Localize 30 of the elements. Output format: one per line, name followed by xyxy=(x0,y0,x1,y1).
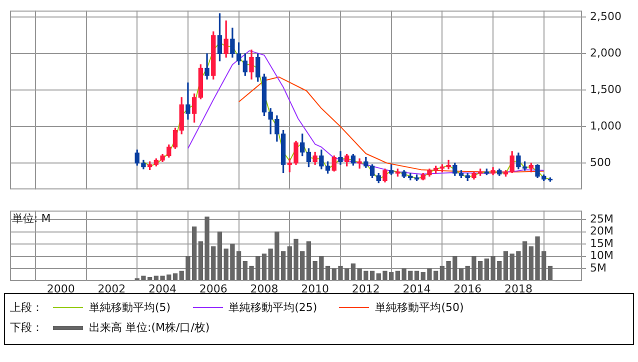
x-tick-label: 2018 xyxy=(504,282,532,296)
y-tick-label: 500 xyxy=(590,156,611,169)
bar xyxy=(503,251,508,281)
legend-title: 上段： xyxy=(10,300,43,315)
y-tick-label: 1,500 xyxy=(590,83,622,96)
y-tick-label: 2,000 xyxy=(590,46,622,60)
legend-label: 出来高 単位:(M株/口/枚) xyxy=(89,320,210,335)
x-tick-label: 2010 xyxy=(301,282,330,296)
x-tick-label: 2012 xyxy=(352,282,380,296)
bar xyxy=(217,231,222,281)
x-tick-label: 2006 xyxy=(199,282,228,296)
bar xyxy=(548,266,553,281)
legend-label: 単純移動平均(5) xyxy=(89,300,171,315)
legend-label: 単純移動平均(50) xyxy=(375,300,464,315)
legend-title: 下段： xyxy=(10,320,43,335)
x-tick-label: 2000 xyxy=(46,282,75,296)
x-tick-label: 2002 xyxy=(98,282,126,296)
y-tick-label: 15M xyxy=(590,236,614,250)
y-tick-label: 10M xyxy=(590,249,614,262)
y-axis-title: 単位: M xyxy=(12,212,51,225)
y-tick-label: 1,000 xyxy=(590,119,622,132)
y-tick-label: 25M xyxy=(590,212,614,226)
x-tick-label: 2014 xyxy=(402,282,431,296)
y-tick-label: 20M xyxy=(590,224,614,238)
legend-label: 単純移動平均(25) xyxy=(228,300,318,315)
y-tick-label: 2,500 xyxy=(590,10,622,24)
y-tick-label: 5M xyxy=(590,262,606,275)
x-tick-label: 2004 xyxy=(148,282,177,296)
x-tick-label: 2016 xyxy=(454,282,482,296)
x-tick-label: 2008 xyxy=(250,282,278,296)
